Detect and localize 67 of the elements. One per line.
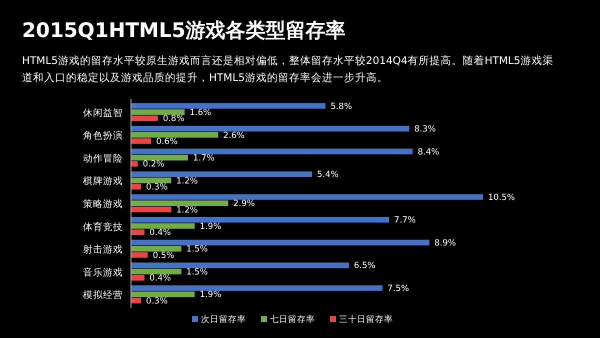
bar: [131, 178, 172, 184]
y-tick-label: 动作冒险: [83, 152, 123, 164]
bar: [131, 252, 148, 258]
legend-label: 七日留存率: [270, 314, 315, 325]
data-label: 1.2%: [176, 176, 198, 186]
y-tick-label: 角色扮演: [83, 130, 123, 142]
data-label: 2.6%: [223, 130, 245, 141]
data-label: 1.9%: [200, 290, 222, 300]
bar: [131, 126, 410, 132]
legend-label: 次日留存率: [201, 314, 246, 325]
data-label: 1.5%: [186, 267, 208, 278]
data-label: 0.2%: [142, 160, 164, 170]
bar: [131, 298, 142, 304]
bar: [131, 184, 142, 190]
bar: [131, 274, 144, 281]
data-label: 7.5%: [387, 284, 410, 294]
bar: [131, 216, 390, 223]
data-label: 8.4%: [418, 147, 440, 158]
bar: [131, 148, 413, 154]
bar: [131, 229, 144, 235]
data-label: 1.6%: [190, 108, 212, 118]
bar: [131, 285, 382, 291]
y-tick-label: 模拟经营: [83, 289, 123, 302]
bar: [131, 262, 349, 268]
data-label: 0.3%: [146, 296, 168, 306]
y-tick-label: 射击游戏: [83, 244, 123, 256]
y-tick-label: 棋牌游戏: [83, 175, 123, 188]
bar: [131, 223, 195, 229]
data-label: 1.9%: [200, 222, 222, 232]
y-tick-label: 策略游戏: [83, 198, 123, 210]
bar: [131, 240, 430, 246]
legend-label: 三十日留存率: [339, 314, 393, 325]
data-label: 0.8%: [162, 114, 184, 124]
data-label: 0.4%: [149, 274, 172, 284]
chart-subtitle: HTML5游戏的留存水平较原生游戏而言还是相对偏低，整体留存水平较2014Q4有所提高。随着HTML5游戏渠道和入口的稳定以及游戏品质的提升，HTML5游戏的留存率会进一步升高。: [22, 54, 554, 84]
bar: [131, 103, 326, 109]
data-label: 6.5%: [354, 261, 376, 272]
bar: [131, 115, 158, 122]
data-label: 8.9%: [434, 238, 456, 248]
data-label: 0.4%: [149, 228, 172, 238]
data-label: 5.4%: [317, 170, 339, 180]
data-label: 2.9%: [233, 199, 255, 210]
bar: [131, 268, 182, 274]
bar: [131, 200, 228, 206]
data-label: 1.5%: [186, 244, 208, 255]
bar: [131, 292, 195, 298]
data-label: 5.8%: [330, 102, 352, 112]
y-tick-label: 休闲益智: [83, 106, 123, 119]
bar: [131, 194, 483, 200]
data-label: 8.3%: [414, 124, 436, 135]
y-tick-label: 音乐游戏: [83, 266, 123, 278]
bar: [131, 154, 188, 160]
bar: [131, 138, 152, 144]
data-label: 1.2%: [176, 205, 198, 216]
bar: [131, 206, 172, 212]
bar: [131, 109, 185, 115]
data-label: 0.3%: [146, 182, 168, 193]
chart-title: 2015Q1HTML5游戏各类型留存率: [22, 18, 346, 42]
data-label: 0.5%: [152, 250, 174, 261]
data-label: 1.7%: [192, 154, 215, 164]
bar: [131, 132, 218, 138]
bar: [131, 171, 312, 178]
data-label: 0.6%: [156, 136, 178, 147]
data-label: 7.7%: [394, 216, 416, 226]
bar: [131, 246, 182, 252]
y-tick-label: 体育竞技: [83, 220, 123, 233]
data-label: 10.5%: [488, 192, 516, 203]
